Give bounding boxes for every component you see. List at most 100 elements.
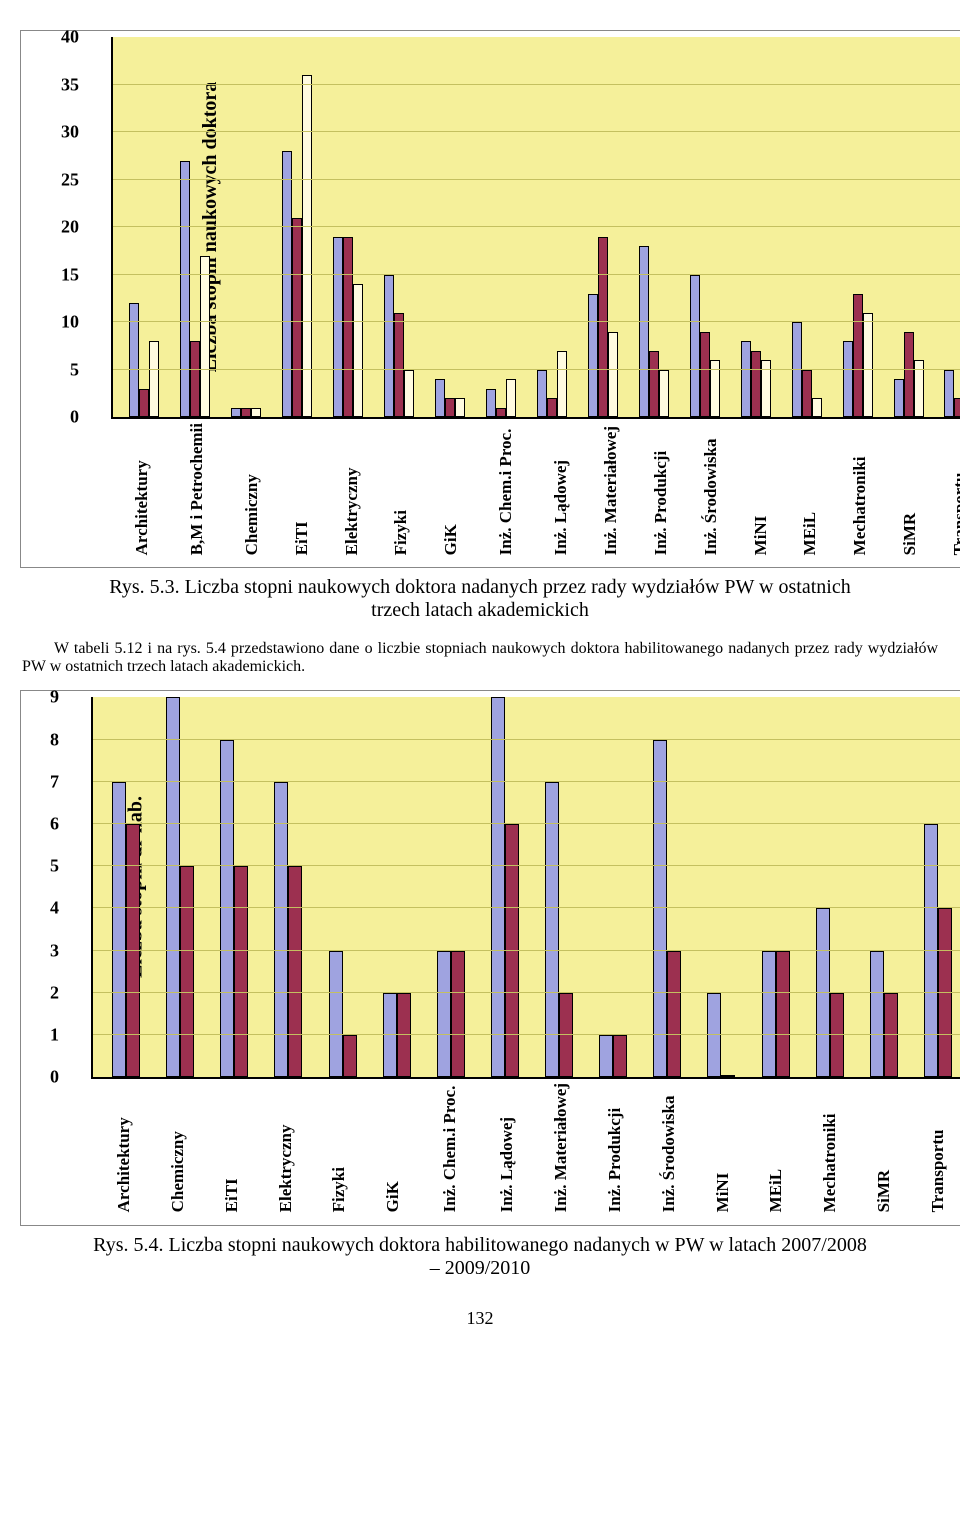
bar xyxy=(599,1035,613,1077)
x-label: SiMR xyxy=(900,417,920,561)
x-label: MiNI xyxy=(713,1077,733,1218)
bar xyxy=(292,218,302,418)
bar xyxy=(455,398,465,417)
bar-group xyxy=(730,341,781,417)
bar xyxy=(613,1035,627,1077)
bar-group xyxy=(323,237,374,418)
bar-group xyxy=(883,332,934,418)
bar-group xyxy=(261,782,315,1078)
bar xyxy=(588,294,598,418)
bar xyxy=(333,237,343,418)
bar-group xyxy=(221,408,272,418)
bar xyxy=(870,951,884,1078)
x-label: Inż. Materiałowej xyxy=(551,1077,571,1218)
bar xyxy=(944,370,954,418)
caption-1: Rys. 5.3. Liczba stopni naukowych doktor… xyxy=(20,576,940,622)
bar xyxy=(506,379,516,417)
x-label: GiK xyxy=(441,417,461,561)
bar xyxy=(792,322,802,417)
bar xyxy=(329,951,343,1078)
bar xyxy=(251,408,261,418)
x-label: MEiL xyxy=(766,1077,786,1218)
bar-group xyxy=(316,951,370,1078)
x-label: GiK xyxy=(383,1077,403,1218)
bar-group xyxy=(527,351,578,418)
bar xyxy=(234,866,248,1077)
bar-group xyxy=(476,379,527,417)
bar xyxy=(559,993,573,1077)
bar xyxy=(302,75,312,417)
bar-group xyxy=(425,379,476,417)
bar xyxy=(547,398,557,417)
bar xyxy=(139,389,149,418)
bar xyxy=(954,398,960,417)
bar-group xyxy=(694,993,748,1077)
x-label: Inż. Chem.i Proc. xyxy=(440,1077,460,1218)
bar xyxy=(282,151,292,417)
x-label: Architektury xyxy=(132,417,152,561)
x-label: EiTI xyxy=(222,1077,242,1218)
bar xyxy=(639,246,649,417)
bar-group xyxy=(577,237,628,418)
bar xyxy=(496,408,506,418)
bar xyxy=(231,408,241,418)
bar xyxy=(190,341,200,417)
bar xyxy=(608,332,618,418)
body-paragraph: W tabeli 5.12 i na rys. 5.4 przedstawion… xyxy=(22,640,938,676)
caption-2: Rys. 5.4. Liczba stopni naukowych doktor… xyxy=(20,1234,940,1280)
bar xyxy=(812,398,822,417)
bar-group xyxy=(478,697,532,1077)
bar xyxy=(802,370,812,418)
x-label: Transportu xyxy=(950,417,960,561)
bar xyxy=(274,782,288,1078)
chart-1: 2007/20082008/20092009/2010 Liczba stopn… xyxy=(20,30,960,568)
x-label: Fizyki xyxy=(329,1077,349,1218)
chart1-plot: Liczba stopni naukowych doktora 05101520… xyxy=(111,37,960,419)
bar-group xyxy=(857,951,911,1078)
bar xyxy=(180,866,194,1077)
bar xyxy=(667,951,681,1078)
bar-group xyxy=(272,75,323,417)
bar xyxy=(491,697,505,1077)
x-label: Fizyki xyxy=(391,417,411,561)
bar-group xyxy=(586,1035,640,1077)
bar xyxy=(863,313,873,418)
x-label: Inż. Produkcji xyxy=(605,1077,625,1218)
bar xyxy=(853,294,863,418)
x-label: MEiL xyxy=(800,417,820,561)
x-label: Inż. Materiałowej xyxy=(601,417,621,561)
bar xyxy=(537,370,547,418)
bar xyxy=(816,908,830,1077)
bar-group xyxy=(424,951,478,1078)
bar xyxy=(353,284,363,417)
x-label: Inż. Lądowej xyxy=(551,417,571,561)
bar xyxy=(545,782,559,1078)
bar xyxy=(166,697,180,1077)
bar xyxy=(343,1035,357,1077)
bar xyxy=(690,275,700,418)
bar xyxy=(649,351,659,418)
bar-group xyxy=(803,908,857,1077)
bar xyxy=(445,398,455,417)
bar xyxy=(384,275,394,418)
x-label: Inż. Środowiska xyxy=(659,1077,679,1218)
bar-group xyxy=(679,275,730,418)
bar xyxy=(288,866,302,1077)
bar xyxy=(149,341,159,417)
bar xyxy=(241,408,251,418)
bar-group xyxy=(532,782,586,1078)
chart-2: Ogółemw tym pracownicy PW Liczba stopni … xyxy=(20,690,960,1225)
x-label: SiMR xyxy=(874,1077,894,1218)
x-label: B,M i Petrochemii xyxy=(187,417,207,561)
bar xyxy=(700,332,710,418)
x-label: Chemiczny xyxy=(168,1077,188,1218)
bar-group xyxy=(781,322,832,417)
bar xyxy=(397,993,411,1077)
bar xyxy=(741,341,751,417)
bar xyxy=(343,237,353,418)
bar xyxy=(904,332,914,418)
bar xyxy=(707,993,721,1077)
bar xyxy=(557,351,567,418)
bar xyxy=(894,379,904,417)
bar-group xyxy=(370,993,424,1077)
